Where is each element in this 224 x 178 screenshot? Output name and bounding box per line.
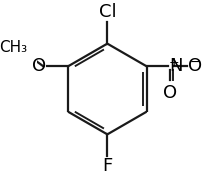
Text: O: O <box>32 57 46 75</box>
Text: Cl: Cl <box>99 3 116 21</box>
Text: F: F <box>102 157 112 175</box>
Text: O: O <box>188 57 202 75</box>
Text: +: + <box>169 56 179 69</box>
Text: O: O <box>164 84 178 102</box>
Text: N: N <box>169 57 183 75</box>
Text: −: − <box>189 56 200 69</box>
Text: CH₃: CH₃ <box>0 40 27 54</box>
